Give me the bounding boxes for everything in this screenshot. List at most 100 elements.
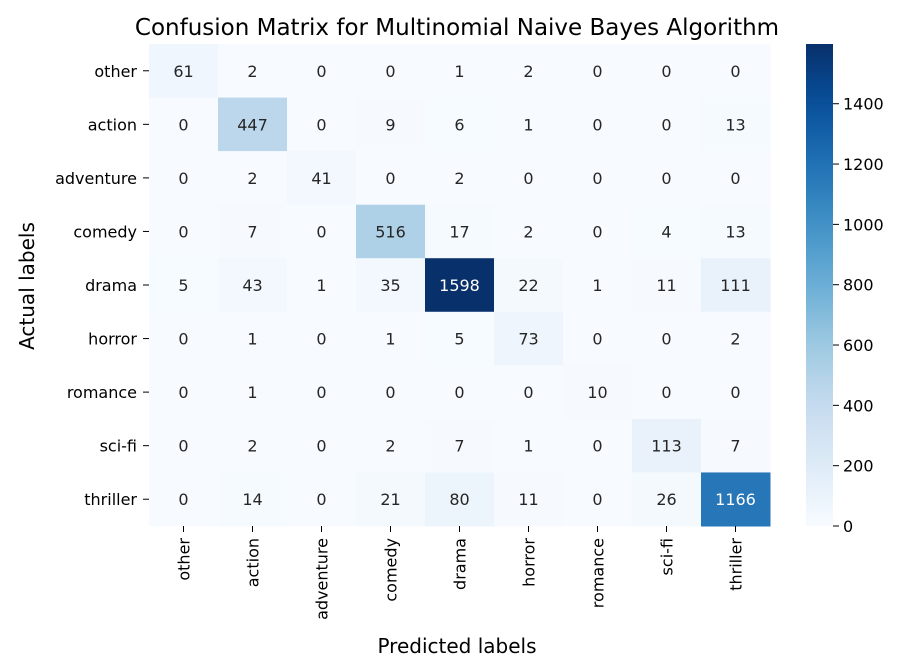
cell-value-action-comedy: 9 — [385, 115, 395, 134]
cell-value-action-action: 447 — [237, 115, 268, 134]
cell-value-action-adventure: 0 — [316, 115, 326, 134]
heatmap-cell-other-romance — [563, 44, 633, 99]
colorbar-ticks: 0 200 400 600 800 1000 1200 1400 — [833, 95, 884, 536]
cell-value-thriller-sci-fi: 26 — [656, 490, 676, 509]
heatmap-cell-romance-romance — [563, 365, 633, 420]
cell-value-horror-action: 1 — [247, 330, 257, 349]
cell-value-comedy-adventure: 0 — [316, 222, 326, 241]
cell-value-sci-fi-comedy: 2 — [385, 437, 395, 456]
colorbar-tick-label-200: 200 — [843, 457, 874, 476]
heatmap-cell-comedy-comedy — [356, 204, 426, 259]
cell-value-sci-fi-other: 0 — [178, 437, 188, 456]
heatmap-cell-comedy-action — [218, 204, 288, 259]
heatmap-cell-adventure-drama — [425, 151, 495, 206]
cell-value-thriller-action: 14 — [242, 490, 262, 509]
cell-value-adventure-comedy: 0 — [385, 169, 395, 188]
cell-value-sci-fi-thriller: 7 — [730, 437, 740, 456]
cell-value-drama-other: 5 — [178, 276, 188, 295]
cell-value-thriller-drama: 80 — [449, 490, 469, 509]
cell-value-comedy-sci-fi: 4 — [661, 222, 671, 241]
cell-value-comedy-thriller: 13 — [725, 222, 745, 241]
x-tick-label-drama: drama — [451, 538, 470, 590]
heatmap-cell-adventure-romance — [563, 151, 633, 206]
cell-value-drama-sci-fi: 11 — [656, 276, 676, 295]
colorbar-tick-label-800: 800 — [843, 276, 874, 295]
heatmap-cell-other-adventure — [287, 44, 357, 99]
heatmap-cell-sci-fi-sci-fi — [632, 418, 702, 473]
heatmap-cell-adventure-adventure — [287, 151, 357, 206]
cell-value-horror-adventure: 0 — [316, 330, 326, 349]
heatmap-cell-action-thriller — [701, 97, 771, 152]
cell-value-comedy-drama: 17 — [449, 222, 469, 241]
heatmap-cell-action-other — [149, 97, 219, 152]
cell-value-drama-drama: 1598 — [439, 276, 480, 295]
cell-value-romance-other: 0 — [178, 383, 188, 402]
heatmap-cell-adventure-other — [149, 151, 219, 206]
heatmap-cell-comedy-thriller — [701, 204, 771, 259]
x-axis-ticks: other action adventure comedy drama horror rom… — [175, 526, 746, 620]
cell-value-romance-comedy: 0 — [385, 383, 395, 402]
cell-value-horror-sci-fi: 0 — [661, 330, 671, 349]
cell-value-adventure-adventure: 41 — [311, 169, 331, 188]
heatmap-cell-sci-fi-thriller — [701, 418, 771, 473]
y-axis-ticks: other action adventure comedy drama horror rom… — [55, 62, 149, 509]
y-tick-label-drama: drama — [85, 276, 137, 295]
heatmap-cell-other-thriller — [701, 44, 771, 99]
cell-value-other-other: 61 — [173, 62, 193, 81]
heatmap-cell-sci-fi-horror — [494, 418, 564, 473]
heatmap-cell-horror-thriller — [701, 311, 771, 366]
cell-value-action-other: 0 — [178, 115, 188, 134]
heatmap-cell-adventure-sci-fi — [632, 151, 702, 206]
heatmap-cell-horror-romance — [563, 311, 633, 366]
heatmap-cell-drama-thriller — [701, 258, 771, 313]
cell-value-other-action: 2 — [247, 62, 257, 81]
heatmap-cell-romance-thriller — [701, 365, 771, 420]
y-tick-label-sci-fi: sci-fi — [100, 437, 137, 456]
heatmap-cell-drama-romance — [563, 258, 633, 313]
cell-value-romance-adventure: 0 — [316, 383, 326, 402]
heatmap-cell-labels: 61 2 0 0 1 2 0 0 00 447 0 9 6 1 0 0 130 2 41 0 2 0 0 0 00 7 0 516 17… — [173, 62, 756, 509]
heatmap-cell-adventure-thriller — [701, 151, 771, 206]
heatmap-cell-sci-fi-romance — [563, 418, 633, 473]
heatmap-cell-romance-sci-fi — [632, 365, 702, 420]
heatmap-cell-action-romance — [563, 97, 633, 152]
cell-value-sci-fi-sci-fi: 113 — [651, 437, 682, 456]
heatmap-cell-thriller-action — [218, 472, 288, 527]
cell-value-sci-fi-romance: 0 — [592, 437, 602, 456]
y-tick-label-action: action — [88, 115, 137, 134]
cell-value-comedy-other: 0 — [178, 222, 188, 241]
heatmap-cell-romance-horror — [494, 365, 564, 420]
cell-value-adventure-action: 2 — [247, 169, 257, 188]
cell-value-action-thriller: 13 — [725, 115, 745, 134]
cell-value-action-drama: 6 — [454, 115, 464, 134]
y-tick-label-other: other — [94, 62, 137, 81]
cell-value-action-romance: 0 — [592, 115, 602, 134]
y-tick-label-thriller: thriller — [84, 490, 137, 509]
colorbar-tick-label-600: 600 — [843, 336, 874, 355]
cell-value-thriller-horror: 11 — [518, 490, 538, 509]
cell-value-sci-fi-action: 2 — [247, 437, 257, 456]
heatmap-cell-sci-fi-adventure — [287, 418, 357, 473]
heatmap-cell-thriller-sci-fi — [632, 472, 702, 527]
heatmap-cell-romance-drama — [425, 365, 495, 420]
x-tick-label-comedy: comedy — [382, 538, 401, 602]
heatmap-cell-horror-adventure — [287, 311, 357, 366]
cell-value-romance-horror: 0 — [523, 383, 533, 402]
cell-value-comedy-romance: 0 — [592, 222, 602, 241]
x-tick-label-other: other — [175, 538, 194, 581]
heatmap-cell-other-comedy — [356, 44, 426, 99]
x-tick-label-horror: horror — [520, 538, 539, 587]
heatmap-cell-romance-adventure — [287, 365, 357, 420]
y-tick-label-comedy: comedy — [73, 222, 137, 241]
cell-value-horror-drama: 5 — [454, 330, 464, 349]
cell-value-action-sci-fi: 0 — [661, 115, 671, 134]
cell-value-romance-sci-fi: 0 — [661, 383, 671, 402]
cell-value-other-sci-fi: 0 — [661, 62, 671, 81]
cell-value-horror-thriller: 2 — [730, 330, 740, 349]
cell-value-adventure-drama: 2 — [454, 169, 464, 188]
heatmap-cell-comedy-sci-fi — [632, 204, 702, 259]
heatmap-cell-drama-comedy — [356, 258, 426, 313]
cell-value-romance-action: 1 — [247, 383, 257, 402]
heatmap-cell-thriller-comedy — [356, 472, 426, 527]
